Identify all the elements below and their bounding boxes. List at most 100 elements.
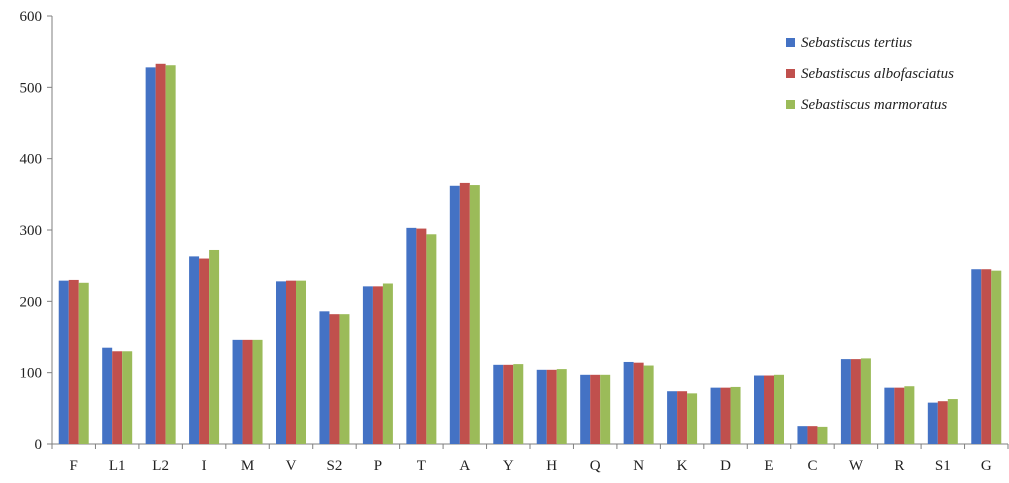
x-tick-label: D bbox=[720, 458, 731, 474]
bar bbox=[449, 185, 460, 445]
bar bbox=[469, 185, 480, 444]
bars bbox=[58, 63, 1002, 445]
legend-swatch bbox=[786, 100, 795, 109]
x-tick-label: Y bbox=[503, 458, 514, 474]
bar bbox=[102, 347, 113, 444]
bar bbox=[720, 387, 731, 444]
bar bbox=[754, 375, 764, 444]
legend-swatch bbox=[786, 69, 795, 78]
bar bbox=[947, 399, 958, 444]
bar bbox=[807, 426, 818, 444]
y-tick-label: 0 bbox=[35, 437, 43, 453]
x-tick-label: L1 bbox=[109, 458, 126, 474]
bar bbox=[860, 358, 871, 444]
y-tick-label: 400 bbox=[20, 152, 43, 168]
x-tick-label: T bbox=[417, 458, 426, 474]
bar bbox=[459, 182, 470, 445]
bar bbox=[730, 386, 741, 444]
bar bbox=[904, 386, 915, 444]
bar bbox=[981, 269, 992, 444]
x-tick-label: L2 bbox=[152, 458, 169, 474]
bar bbox=[971, 269, 982, 444]
bar bbox=[189, 256, 200, 444]
bar bbox=[232, 339, 243, 444]
legend-swatch bbox=[786, 38, 795, 47]
bar bbox=[329, 314, 340, 444]
y-axis: 0 100 200 300 400 500 600 bbox=[20, 9, 53, 453]
x-tick-label: H bbox=[546, 458, 557, 474]
x-axis: F L1 L2 I M V S2 P T A Y H Q N K D E C W R S1 G bbox=[51, 443, 1009, 474]
x-tick-label: W bbox=[849, 458, 864, 474]
x-tick-label: P bbox=[374, 458, 382, 474]
legend-label: Sebastiscus marmoratus bbox=[801, 97, 947, 113]
bar bbox=[623, 361, 634, 444]
bar bbox=[493, 364, 504, 444]
bar bbox=[546, 369, 557, 444]
legend-label: Sebastiscus albofasciatus bbox=[801, 66, 954, 82]
x-tick-label: S2 bbox=[327, 458, 343, 474]
bar bbox=[252, 339, 263, 444]
x-tick-label: M bbox=[241, 458, 254, 474]
bar bbox=[112, 351, 123, 444]
bar bbox=[677, 391, 688, 444]
bar bbox=[58, 280, 69, 444]
y-tick-label: 600 bbox=[20, 9, 43, 25]
bar bbox=[426, 234, 437, 444]
bar bbox=[667, 391, 678, 444]
x-tick-label: V bbox=[286, 458, 297, 474]
x-tick-label: R bbox=[894, 458, 904, 474]
bar bbox=[556, 369, 567, 444]
bar bbox=[78, 282, 89, 444]
bar bbox=[927, 402, 938, 444]
legend: Sebastiscus tertius Sebastiscus albofasci… bbox=[786, 35, 954, 113]
bar bbox=[687, 393, 698, 444]
bar bbox=[416, 228, 427, 444]
x-tick-label: G bbox=[981, 458, 992, 474]
y-tick-label: 300 bbox=[20, 223, 43, 239]
legend-label: Sebastiscus tertius bbox=[801, 35, 912, 51]
x-tick-label: I bbox=[202, 458, 207, 474]
y-tick-label: 500 bbox=[20, 80, 43, 96]
bar bbox=[339, 314, 350, 444]
y-tick-label: 200 bbox=[20, 294, 43, 310]
bar bbox=[600, 374, 611, 444]
bar bbox=[840, 359, 851, 444]
bar bbox=[894, 387, 905, 444]
y-tick-label: 100 bbox=[20, 366, 43, 382]
bar bbox=[797, 426, 808, 444]
bar bbox=[937, 401, 948, 444]
bar bbox=[643, 365, 654, 444]
bar bbox=[165, 65, 176, 444]
bar bbox=[991, 270, 1002, 444]
bar bbox=[406, 227, 417, 444]
bar bbox=[817, 426, 828, 444]
bar bbox=[155, 63, 166, 444]
bar bbox=[382, 283, 393, 444]
bar bbox=[276, 281, 286, 444]
bar bbox=[580, 374, 591, 444]
x-tick-label: A bbox=[459, 458, 470, 474]
bar bbox=[513, 364, 524, 444]
bar bbox=[319, 311, 330, 444]
bar bbox=[633, 362, 644, 444]
bar bbox=[209, 249, 220, 444]
bar bbox=[372, 286, 383, 444]
bar bbox=[774, 374, 784, 444]
bar bbox=[590, 374, 601, 444]
x-tick-label: C bbox=[807, 458, 817, 474]
bar bbox=[710, 387, 721, 444]
x-tick-label: K bbox=[677, 458, 688, 474]
x-tick-label: S1 bbox=[935, 458, 951, 474]
bar bbox=[68, 279, 79, 444]
x-tick-label: F bbox=[70, 458, 78, 474]
x-tick-label: E bbox=[764, 458, 773, 474]
x-tick-label: N bbox=[633, 458, 644, 474]
bar bbox=[145, 67, 156, 445]
bar bbox=[850, 359, 861, 444]
bar bbox=[122, 351, 133, 444]
bar bbox=[503, 364, 514, 444]
bar bbox=[764, 375, 774, 444]
bar bbox=[536, 369, 547, 444]
bar bbox=[242, 339, 253, 444]
